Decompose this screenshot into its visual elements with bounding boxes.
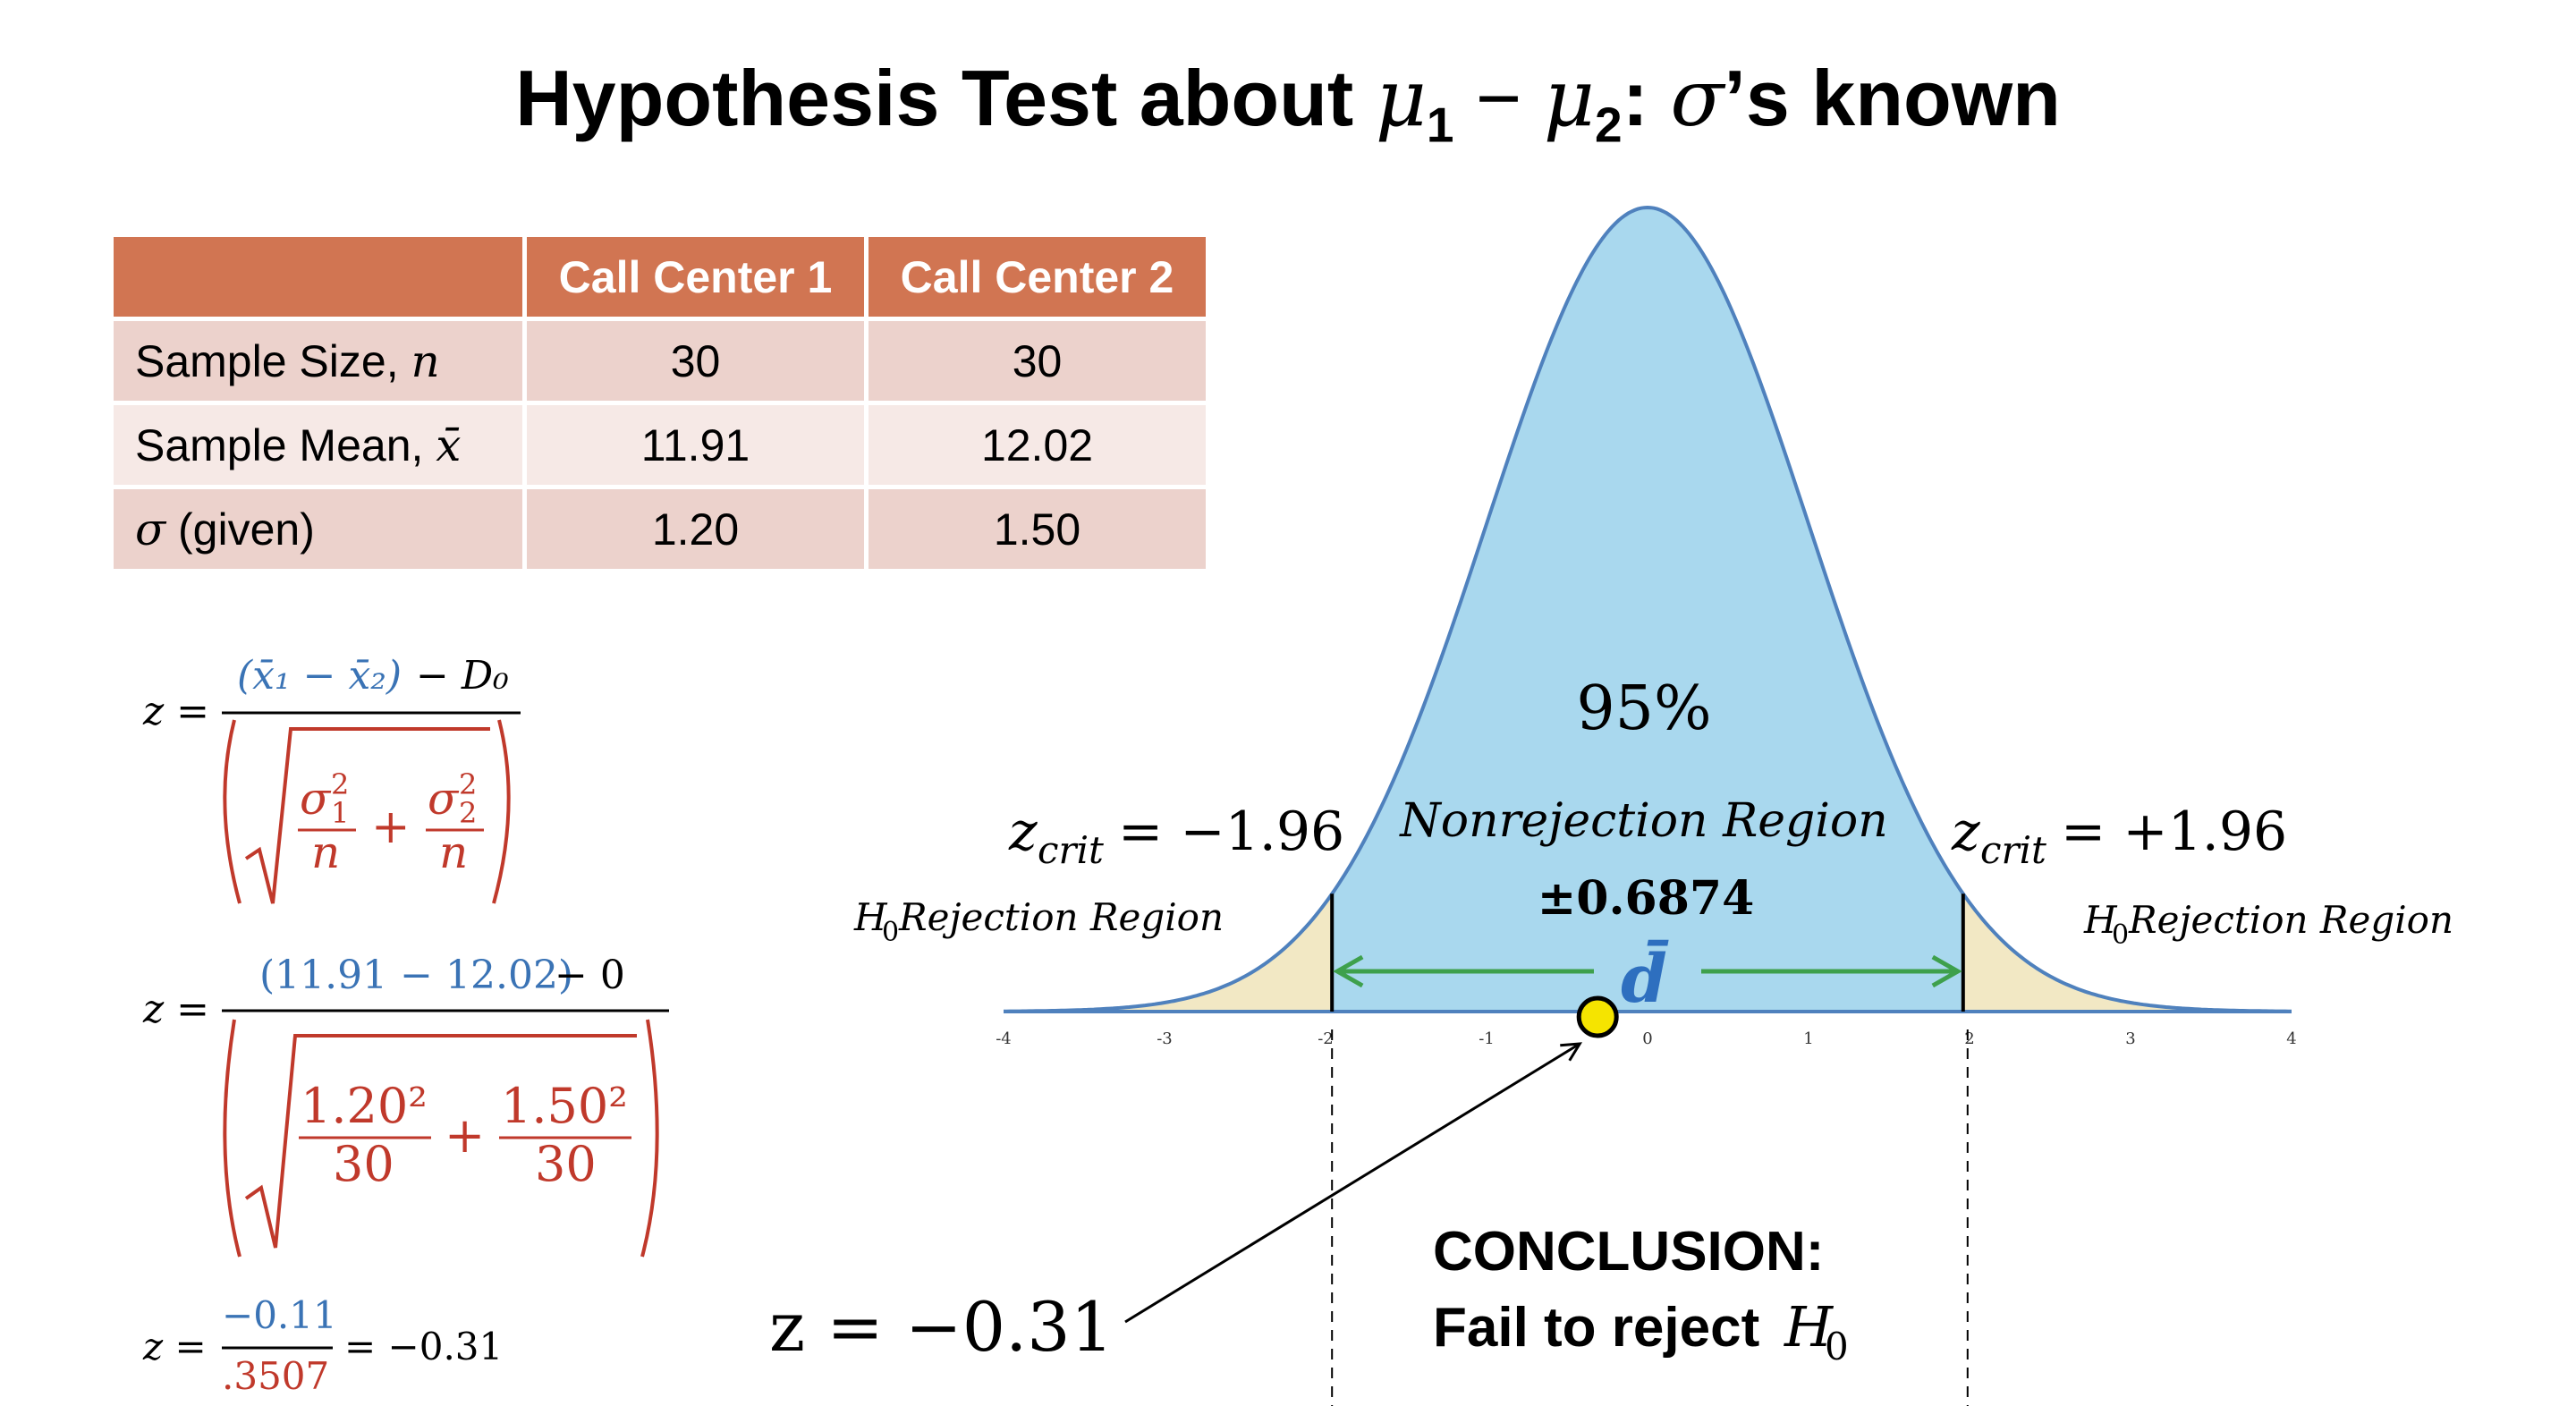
sample-table: Call Center 1 Call Center 2 Sample Size,…: [109, 233, 1210, 573]
x-tick-label: -1: [1479, 1029, 1495, 1048]
zcrit-left-z: z: [1008, 800, 1038, 863]
left-paren: [223, 719, 242, 904]
zcrit-left-sub: crit: [1038, 828, 1104, 872]
plus-sign: +: [371, 800, 411, 854]
table-row: σ (given) 1.20 1.50: [114, 489, 1206, 569]
table-cell: 30: [869, 321, 1206, 401]
table-row: Sample Size, n 30 30: [114, 321, 1206, 401]
formula-numerator-d0: − D₀: [416, 653, 509, 699]
result-value: = −0.31: [344, 1325, 503, 1368]
rejection-left-text: Rejection Region: [898, 895, 1224, 939]
nonrejection-arrows: [1333, 954, 1962, 988]
table-header-cc2: Call Center 2: [869, 237, 1206, 317]
normal-curve: [1004, 205, 2292, 1013]
rejection-right-text: Rejection Region: [2128, 898, 2453, 942]
term1: 1.20²: [301, 1078, 428, 1134]
pointer-arrowhead: [1560, 1042, 1583, 1062]
page-title: Hypothesis Test about μ1 − μ2: σ’s known: [515, 52, 2061, 153]
zcrit-right-value: = +1.96: [2061, 800, 2287, 863]
zcrit-left-value: = −1.96: [1118, 800, 1344, 863]
center-percent: 95%: [1576, 673, 1711, 744]
sqrt-sign: [244, 1034, 637, 1249]
formula-panel: z = (x̄₁ − x̄₂) − D₀ σ 2 1 n + σ 2 2 n z…: [142, 653, 669, 1398]
formula-numerator-zero: − 0: [555, 953, 625, 998]
row-label-sample-mean: Sample Mean, x̄: [114, 405, 522, 485]
rejection-right-h: H: [2083, 898, 2118, 942]
n1: n: [311, 826, 340, 878]
formula-substituted: z = (11.91 − 12.02) − 0 1.20² 30 + 1.50²…: [142, 953, 669, 1258]
table-header-cc1: Call Center 1: [527, 237, 864, 317]
plus-sign: +: [445, 1107, 485, 1164]
result-denominator: .3507: [222, 1354, 329, 1398]
rejection-left-sub: 0: [882, 917, 899, 948]
denominator1: 30: [333, 1136, 394, 1192]
zcrit-right-z: z: [1951, 800, 1980, 863]
rejection-left-h: H: [853, 895, 888, 939]
formula-lhs: z =: [142, 1325, 207, 1368]
sigma1-sub: 1: [331, 796, 349, 830]
n2: n: [439, 826, 468, 878]
conclusion-h: H: [1784, 1294, 1835, 1359]
formula-result: z = −0.11 .3507 = −0.31: [142, 1293, 503, 1398]
result-numerator: −0.11: [222, 1293, 337, 1337]
x-axis-ticks: -4 -3 -2 -1 0 1 2 3 4: [996, 1029, 2297, 1048]
row-label-sample-size: Sample Size, n: [114, 321, 522, 401]
term2: 1.50²: [501, 1078, 628, 1134]
zcrit-right-sub: crit: [1980, 828, 2046, 872]
sigma1: σ: [300, 773, 332, 825]
table-cell: 1.50: [869, 489, 1206, 569]
table-cell: 12.02: [869, 405, 1206, 485]
formula-numerator-values: (11.91 − 12.02): [259, 953, 573, 998]
test-statistic-label: z = −0.31: [769, 1287, 1114, 1367]
zcrit-right-label: z crit = +1.96: [1951, 800, 2287, 872]
formula-numerator-means: (x̄₁ − x̄₂): [237, 653, 402, 699]
sigma1-sup: 2: [331, 767, 349, 801]
sigma2-sup: 2: [459, 767, 477, 801]
x-tick-label: 2: [1964, 1029, 1974, 1048]
left-rejection-region: [1004, 894, 1333, 1012]
formula-lhs: z =: [142, 689, 209, 734]
left-paren: [223, 1019, 242, 1258]
x-tick-label: 3: [2125, 1029, 2135, 1048]
conclusion-sub: 0: [1825, 1325, 1849, 1368]
conclusion-statement: Fail to reject: [1433, 1297, 1759, 1359]
right-paren: [492, 719, 511, 904]
right-paren: [640, 1019, 659, 1258]
table-header-blank: [114, 237, 522, 317]
plus-minus-label: ±0.6874: [1538, 871, 1755, 926]
conclusion-heading: CONCLUSION:: [1433, 1221, 1824, 1283]
right-rejection-region: [1962, 894, 2292, 1012]
nonrejection-region: [1332, 208, 1963, 1012]
table-header-row: Call Center 1 Call Center 2: [114, 237, 1206, 317]
x-tick-label: -3: [1157, 1029, 1173, 1048]
sqrt-sign: [244, 727, 490, 904]
row-label-sigma: σ (given): [114, 489, 522, 569]
table-cell: 11.91: [527, 405, 864, 485]
denominator2: 30: [535, 1136, 597, 1192]
rejection-right-label: H 0 Rejection Region: [2083, 898, 2453, 951]
table-row: Sample Mean, x̄ 11.91 12.02: [114, 405, 1206, 485]
x-tick-label: 0: [1642, 1029, 1652, 1048]
sigma2-sub: 2: [459, 796, 477, 830]
test-statistic-marker: [1576, 995, 1619, 1038]
test-statistic-pointer: [1124, 1042, 1580, 1324]
rejection-right-sub: 0: [2112, 919, 2129, 951]
table-cell: 30: [527, 321, 864, 401]
x-tick-label: 4: [2286, 1029, 2296, 1048]
dbar-label: d̄: [1621, 939, 1669, 1018]
x-tick-label: 1: [1803, 1029, 1813, 1048]
arrow-left-head: [1333, 954, 1364, 988]
x-tick-label: -2: [1318, 1029, 1334, 1048]
x-tick-label: -4: [996, 1029, 1012, 1048]
zcrit-left-label: z crit = −1.96: [1008, 800, 1344, 872]
nonrejection-label: Nonrejection Region: [1398, 794, 1887, 848]
arrow-right-head: [1931, 954, 1962, 988]
rejection-left-label: H 0 Rejection Region: [853, 895, 1224, 948]
table-cell: 1.20: [527, 489, 864, 569]
formula-lhs: z =: [142, 987, 209, 1032]
conclusion-text: Fail to reject H 0: [1433, 1294, 1849, 1368]
sigma2: σ: [428, 773, 460, 825]
formula-general: z = (x̄₁ − x̄₂) − D₀ σ 2 1 n + σ 2 2 n: [142, 653, 521, 904]
